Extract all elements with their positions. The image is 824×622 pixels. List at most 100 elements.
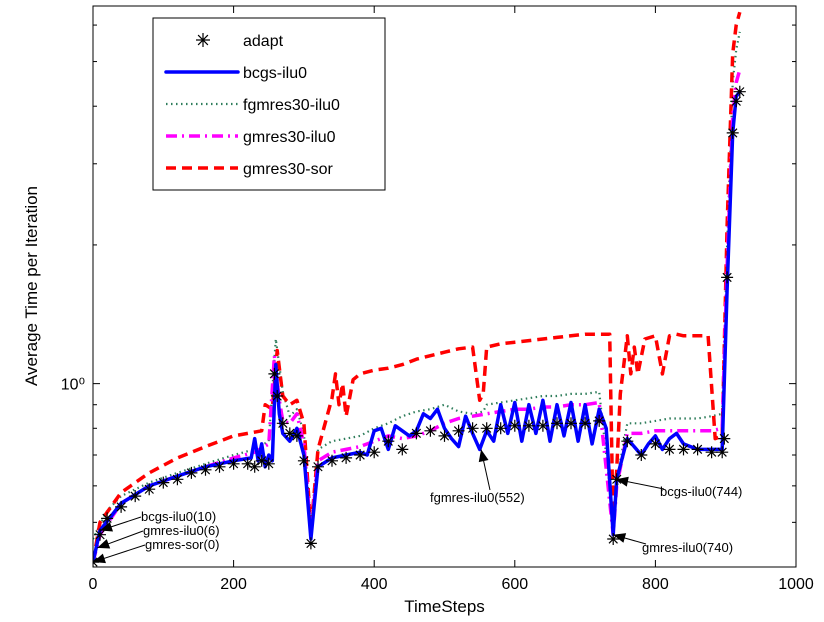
adapt-marker bbox=[522, 419, 535, 432]
adapt-marker bbox=[716, 446, 729, 459]
adapt-marker bbox=[241, 457, 254, 470]
adapt-marker bbox=[593, 414, 606, 427]
adapt-marker bbox=[621, 435, 634, 448]
legend-label: gmres30-sor bbox=[243, 161, 333, 178]
adapt-marker bbox=[262, 457, 275, 470]
adapt-marker bbox=[157, 476, 170, 489]
adapt-marker bbox=[271, 390, 284, 402]
series-bcgs-ilu0 bbox=[93, 89, 742, 564]
legend-swatch bbox=[196, 33, 210, 47]
adapt-marker bbox=[480, 422, 493, 435]
adapt-marker bbox=[718, 432, 731, 445]
series-layer bbox=[93, 11, 746, 567]
series-line-gmres30-sor bbox=[93, 11, 742, 563]
adapt-marker bbox=[396, 443, 409, 456]
legend-item-gmres30-ilu0: gmres30-ilu0 bbox=[166, 129, 336, 146]
series-gmres30-sor bbox=[93, 11, 742, 563]
series-line-fgmres30-ilu0 bbox=[93, 31, 741, 540]
adapt-marker bbox=[283, 427, 296, 440]
adapt-marker bbox=[691, 443, 704, 456]
adapt-marker bbox=[276, 417, 289, 430]
series-fgmres30-ilu0 bbox=[93, 31, 741, 540]
adapt-marker bbox=[663, 443, 676, 456]
adapt-marker bbox=[304, 537, 317, 550]
adapt-marker bbox=[101, 512, 114, 525]
axis-ticks: 0 200 400 600 800 1000 10⁰ bbox=[61, 6, 814, 593]
annotation-label: gmres-sor(0) bbox=[145, 537, 219, 552]
annotation-arrow-head bbox=[97, 539, 111, 549]
adapt-marker bbox=[730, 95, 743, 108]
adapt-marker bbox=[143, 483, 156, 496]
annotations: bcgs-ilu0(10)gmres-ilu0(6)gmres-sor(0) fg… bbox=[92, 449, 742, 564]
adapt-marker bbox=[129, 490, 142, 503]
annotation-arrow-head bbox=[478, 449, 489, 463]
series-adapt bbox=[93, 85, 746, 567]
annotation-fgmres-ilu0-552: fgmres-ilu0(552) bbox=[430, 449, 525, 505]
x-tick-label: 800 bbox=[642, 576, 669, 593]
adapt-marker bbox=[635, 449, 648, 461]
adapt-marker bbox=[268, 367, 281, 380]
annotation-label: gmres-ilu0(740) bbox=[642, 540, 733, 555]
adapt-marker bbox=[424, 424, 437, 437]
legend-item-gmres30-sor: gmres30-sor bbox=[166, 161, 333, 178]
annotation-gmres-ilu0-740: gmres-ilu0(740) bbox=[613, 533, 733, 555]
adapt-marker bbox=[452, 424, 465, 437]
annotation-bcgs-ilu0-744: bcgs-ilu0(744) bbox=[615, 476, 742, 499]
adapt-marker bbox=[326, 454, 338, 467]
adapt-marker bbox=[199, 463, 212, 476]
annotation-label: gmres-ilu0(6) bbox=[143, 523, 220, 538]
x-axis-label: TimeSteps bbox=[404, 597, 485, 616]
plot-frame bbox=[92, 5, 797, 568]
x-tick-label: 600 bbox=[501, 576, 528, 593]
legend-label: fgmres30-ilu0 bbox=[243, 97, 340, 114]
x-tick-label: 0 bbox=[89, 576, 98, 593]
adapt-marker bbox=[382, 435, 395, 448]
adapt-marker bbox=[213, 460, 226, 473]
annotation-arrow-head bbox=[613, 533, 627, 543]
legend-label: bcgs-ilu0 bbox=[243, 65, 307, 82]
adapt-marker bbox=[297, 454, 310, 467]
adapt-marker bbox=[94, 528, 106, 541]
annotation-gmres-ilu0-6: gmres-ilu0(6) bbox=[97, 523, 220, 549]
adapt-marker bbox=[705, 446, 718, 459]
annotation-label: bcgs-ilu0(744) bbox=[660, 484, 742, 499]
adapt-marker bbox=[368, 446, 381, 459]
legend-item-fgmres30-ilu0: fgmres30-ilu0 bbox=[166, 97, 340, 114]
adapt-marker bbox=[607, 533, 620, 545]
adapt-marker bbox=[227, 457, 240, 470]
adapt-marker bbox=[649, 437, 662, 450]
legend-label: gmres30-ilu0 bbox=[243, 129, 336, 146]
adapt-marker bbox=[438, 429, 451, 442]
annotation-arrow-head bbox=[100, 522, 113, 532]
adapt-marker bbox=[290, 429, 303, 442]
adapt-marker bbox=[410, 427, 423, 440]
legend-label: adapt bbox=[243, 33, 284, 50]
x-tick-label: 400 bbox=[361, 576, 388, 593]
adapt-marker bbox=[494, 422, 507, 435]
annotation-arrow-head bbox=[616, 476, 629, 487]
adapt-marker bbox=[312, 460, 324, 473]
adapt-marker bbox=[354, 449, 367, 461]
annotation-label: bcgs-ilu0(10) bbox=[141, 509, 216, 524]
x-tick-label: 1000 bbox=[778, 576, 814, 593]
adapt-marker bbox=[248, 460, 261, 473]
adapt-marker bbox=[466, 422, 479, 435]
adapt-marker bbox=[340, 451, 353, 464]
adapt-marker bbox=[579, 417, 592, 430]
adapt-marker bbox=[677, 443, 690, 456]
adapt-marker bbox=[255, 454, 268, 467]
y-tick-label: 10⁰ bbox=[61, 377, 85, 394]
legend-item-adapt: adapt bbox=[196, 33, 284, 50]
adapt-marker bbox=[551, 417, 563, 430]
adapt-marker bbox=[565, 417, 577, 430]
adapt-marker bbox=[185, 466, 198, 479]
legend: adapt bcgs-ilu0 fgmres30-ilu0 gmres30-ilu0 g… bbox=[152, 17, 386, 191]
x-tick-label: 200 bbox=[220, 576, 247, 593]
series-line-bcgs-ilu0 bbox=[93, 89, 742, 564]
y-axis-label: Average Time per Iteration bbox=[22, 186, 41, 386]
annotation-arrow-head bbox=[93, 553, 106, 564]
adapt-marker bbox=[721, 271, 734, 284]
adapt-marker bbox=[171, 473, 184, 486]
annotation-gmres-sor-0: gmres-sor(0) bbox=[92, 537, 219, 564]
